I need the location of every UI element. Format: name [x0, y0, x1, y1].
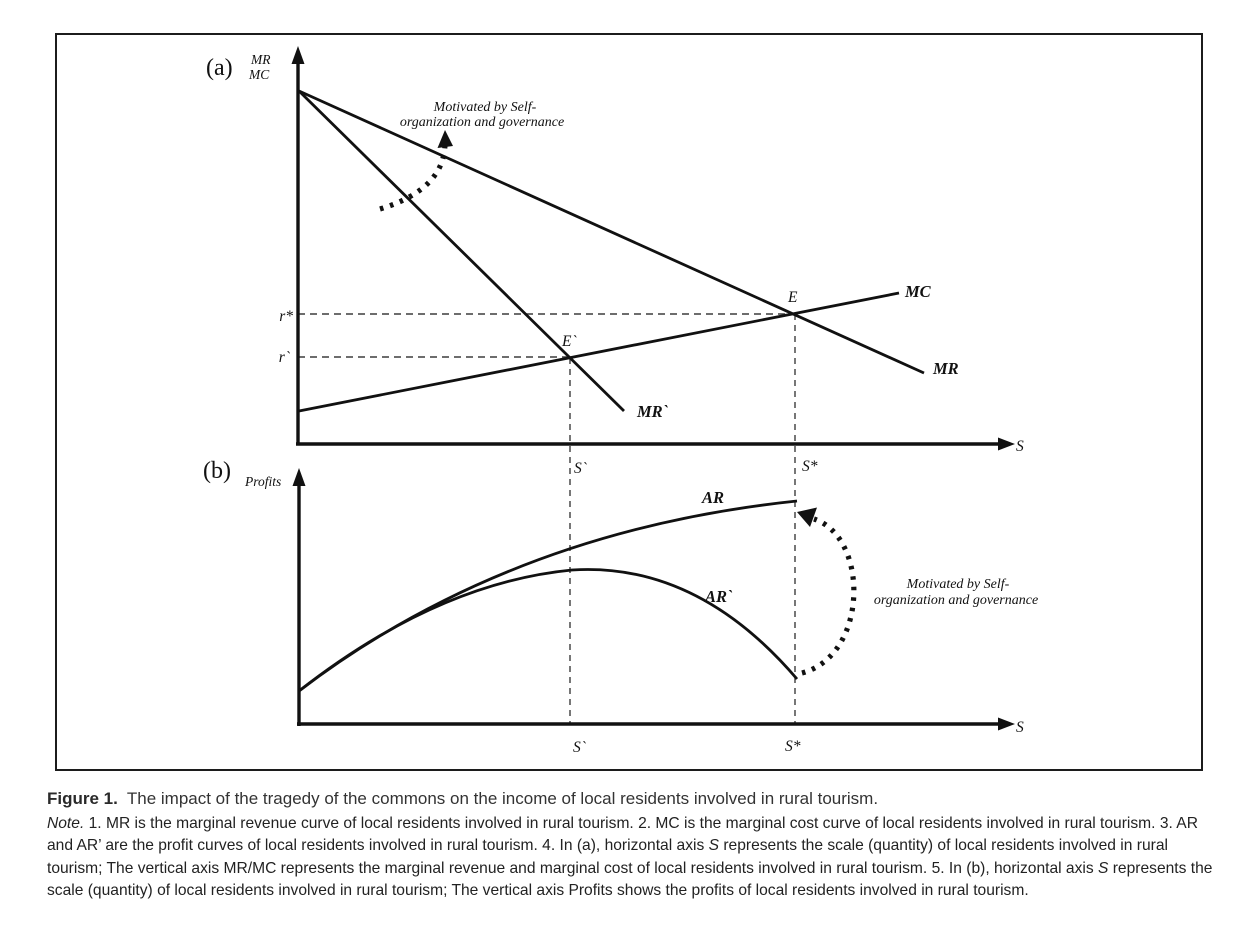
mc-curve-label: MC [904, 282, 932, 301]
r-prime-tick-label: r` [279, 349, 291, 366]
panel-b-s-prime-tick-label: S` [573, 739, 587, 756]
panel-b-y-axis-label: Profits [244, 474, 281, 489]
panel-a-annotation-line2: organization and governance [400, 115, 564, 130]
panel-a-dotted-arrowhead-icon [437, 130, 453, 148]
panel-a-annotation-line1: Motivated by Self- [433, 100, 537, 115]
panel-a-y-axis-label-mr: MR [250, 52, 271, 67]
r-star-tick-label: r* [279, 308, 293, 325]
panel-a-s-star-tick-label: S* [802, 458, 818, 475]
ar-curve-label: AR [701, 488, 724, 507]
figure-caption-title: Figure 1. The impact of the tragedy of th… [47, 787, 1219, 810]
mr-curve-label: MR [932, 359, 959, 378]
figure-note: Note. 1. MR is the marginal revenue curv… [47, 815, 1213, 900]
figure-diagram: (a) MR MC Motivated by Self- organizatio… [203, 46, 1038, 756]
mc-curve [298, 291, 900, 413]
figure-border-box: (a) MR MC Motivated by Self- organizatio… [55, 33, 1203, 771]
panel-a-y-axis-arrow-icon [291, 46, 305, 64]
panel-a-dotted-arrow-arc [379, 140, 448, 212]
panel-a-s-prime-tick-label: S` [574, 460, 588, 477]
panel-b-dotted-arrow-arc [801, 516, 857, 676]
figure-title-text: The impact of the tragedy of the commons… [126, 789, 879, 808]
panel-a: (a) MR MC Motivated by Self- organizatio… [206, 46, 1024, 724]
panel-a-label: (a) [206, 55, 233, 81]
ar-prime-curve [298, 568, 799, 693]
panel-b-label: (b) [203, 458, 231, 484]
point-e-label: E [787, 289, 798, 306]
figure-number-label: Figure 1. [47, 789, 118, 808]
panel-a-x-axis-arrow-icon [998, 437, 1015, 451]
panel-b-y-axis-arrow-icon [292, 468, 306, 486]
panel-b: (b) Profits AR AR` Motivated by Self- or… [203, 458, 1038, 756]
panel-b-x-axis-arrow-icon [998, 717, 1015, 731]
panel-a-x-axis-label: S [1016, 438, 1024, 455]
panel-b-x-axis-label: S [1016, 719, 1024, 736]
ar-prime-curve-label: AR` [704, 587, 733, 606]
figure-caption: Figure 1. The impact of the tragedy of th… [47, 787, 1219, 903]
point-e-prime-label: E` [561, 333, 577, 350]
panel-a-y-axis-label-mc: MC [248, 67, 270, 82]
panel-b-annotation-line2: organization and governance [874, 593, 1038, 608]
mr-prime-curve [298, 90, 625, 412]
panel-b-annotation-line1: Motivated by Self- [906, 577, 1010, 592]
panel-b-s-star-tick-label: S* [785, 738, 801, 755]
mr-prime-curve-label: MR` [636, 402, 669, 421]
panel-b-dotted-arrowhead-icon [797, 507, 817, 527]
mr-curve [298, 89, 925, 375]
